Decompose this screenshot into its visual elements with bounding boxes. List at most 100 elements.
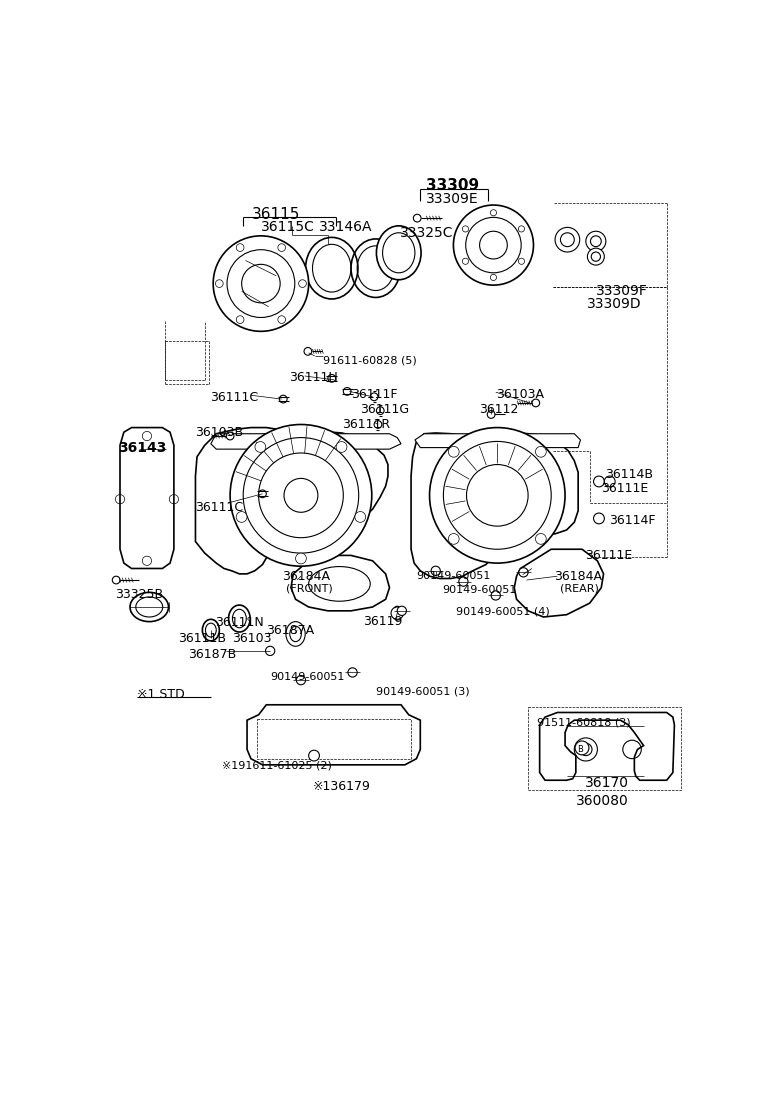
Text: 90149-60051: 90149-60051 bbox=[270, 673, 344, 683]
Circle shape bbox=[230, 425, 372, 566]
Text: 36184A: 36184A bbox=[554, 570, 602, 583]
Polygon shape bbox=[515, 549, 603, 617]
Ellipse shape bbox=[480, 255, 508, 270]
Text: 36103: 36103 bbox=[232, 633, 271, 645]
Text: 33146A: 33146A bbox=[318, 220, 372, 235]
Circle shape bbox=[532, 399, 540, 407]
Circle shape bbox=[536, 534, 546, 544]
Ellipse shape bbox=[229, 605, 250, 632]
Text: 36114B: 36114B bbox=[605, 468, 653, 481]
Bar bbox=[528, 707, 680, 791]
Polygon shape bbox=[195, 428, 388, 574]
Circle shape bbox=[309, 751, 319, 761]
Text: 36111E: 36111E bbox=[585, 549, 632, 563]
Text: 33309: 33309 bbox=[426, 178, 480, 193]
Circle shape bbox=[519, 568, 528, 577]
Circle shape bbox=[296, 675, 306, 685]
Text: 91511-60818 (3): 91511-60818 (3) bbox=[537, 717, 631, 727]
Text: 33325B: 33325B bbox=[116, 588, 163, 600]
Circle shape bbox=[255, 441, 266, 453]
Text: 33309E: 33309E bbox=[426, 192, 479, 206]
Text: 36111E: 36111E bbox=[601, 483, 648, 495]
Circle shape bbox=[296, 553, 306, 564]
Circle shape bbox=[304, 347, 312, 355]
Circle shape bbox=[604, 476, 615, 487]
Text: ※1 STD: ※1 STD bbox=[137, 688, 185, 701]
Circle shape bbox=[594, 476, 604, 487]
Circle shape bbox=[226, 433, 234, 440]
Text: 36103A: 36103A bbox=[496, 388, 543, 400]
Polygon shape bbox=[211, 434, 401, 449]
Circle shape bbox=[328, 375, 336, 383]
Circle shape bbox=[431, 566, 440, 575]
Circle shape bbox=[536, 446, 546, 457]
Circle shape bbox=[586, 231, 606, 251]
Text: 36115: 36115 bbox=[252, 207, 300, 221]
Circle shape bbox=[448, 446, 459, 457]
Text: (REAR): (REAR) bbox=[559, 584, 599, 594]
Circle shape bbox=[459, 577, 468, 586]
Text: 36115C: 36115C bbox=[261, 220, 315, 235]
Circle shape bbox=[454, 205, 534, 285]
Circle shape bbox=[213, 236, 309, 331]
Circle shape bbox=[376, 407, 384, 415]
Text: 90149-60051: 90149-60051 bbox=[442, 585, 516, 595]
Text: 36170: 36170 bbox=[585, 776, 629, 791]
Circle shape bbox=[397, 606, 407, 615]
Circle shape bbox=[575, 741, 589, 755]
Text: 36184A: 36184A bbox=[282, 570, 330, 583]
Polygon shape bbox=[540, 713, 674, 781]
Text: 33309D: 33309D bbox=[587, 297, 642, 311]
Circle shape bbox=[594, 513, 604, 524]
Circle shape bbox=[448, 534, 459, 544]
Circle shape bbox=[236, 512, 247, 523]
Ellipse shape bbox=[130, 593, 169, 622]
Text: 33309F: 33309F bbox=[596, 284, 648, 298]
Text: 36103B: 36103B bbox=[195, 426, 244, 439]
Circle shape bbox=[370, 393, 378, 400]
Text: (FRONT): (FRONT) bbox=[287, 584, 333, 594]
Text: 36119: 36119 bbox=[363, 615, 403, 628]
Circle shape bbox=[555, 227, 580, 252]
Circle shape bbox=[591, 236, 601, 247]
Text: 36111G: 36111G bbox=[360, 403, 410, 416]
Circle shape bbox=[265, 646, 275, 655]
Circle shape bbox=[391, 607, 404, 619]
Circle shape bbox=[268, 490, 277, 498]
Text: 36111B: 36111B bbox=[178, 633, 226, 645]
Text: 36111H: 36111H bbox=[290, 371, 338, 385]
Circle shape bbox=[112, 576, 120, 584]
Text: 360080: 360080 bbox=[576, 794, 629, 808]
Circle shape bbox=[344, 388, 351, 395]
Text: ※191611-61025 (2): ※191611-61025 (2) bbox=[222, 761, 331, 771]
Circle shape bbox=[258, 490, 266, 498]
Polygon shape bbox=[247, 705, 420, 765]
Polygon shape bbox=[411, 433, 578, 578]
Text: 36111C: 36111C bbox=[195, 500, 244, 514]
Circle shape bbox=[480, 231, 508, 259]
Text: 36112: 36112 bbox=[479, 403, 518, 416]
Bar bbox=[257, 718, 411, 758]
Circle shape bbox=[280, 395, 287, 403]
Circle shape bbox=[355, 512, 366, 523]
Text: 33325C: 33325C bbox=[400, 226, 453, 240]
Circle shape bbox=[560, 232, 575, 247]
Text: 36111N: 36111N bbox=[215, 616, 264, 629]
Ellipse shape bbox=[202, 619, 220, 641]
Text: 36111C: 36111C bbox=[210, 391, 258, 405]
Ellipse shape bbox=[376, 226, 421, 280]
Circle shape bbox=[487, 410, 495, 418]
Text: ※136179: ※136179 bbox=[312, 781, 370, 793]
Text: 36111R: 36111R bbox=[342, 418, 390, 431]
Text: 90149-60051 (3): 90149-60051 (3) bbox=[376, 686, 470, 696]
Ellipse shape bbox=[286, 622, 306, 646]
Text: 90149-60051 (4): 90149-60051 (4) bbox=[456, 606, 549, 616]
Circle shape bbox=[336, 441, 347, 453]
Circle shape bbox=[591, 252, 600, 261]
Polygon shape bbox=[291, 555, 389, 610]
Text: 36187A: 36187A bbox=[266, 624, 315, 637]
Text: 36114F: 36114F bbox=[609, 514, 655, 527]
Polygon shape bbox=[415, 434, 581, 448]
Text: 36187B: 36187B bbox=[188, 648, 236, 661]
Polygon shape bbox=[120, 428, 174, 568]
